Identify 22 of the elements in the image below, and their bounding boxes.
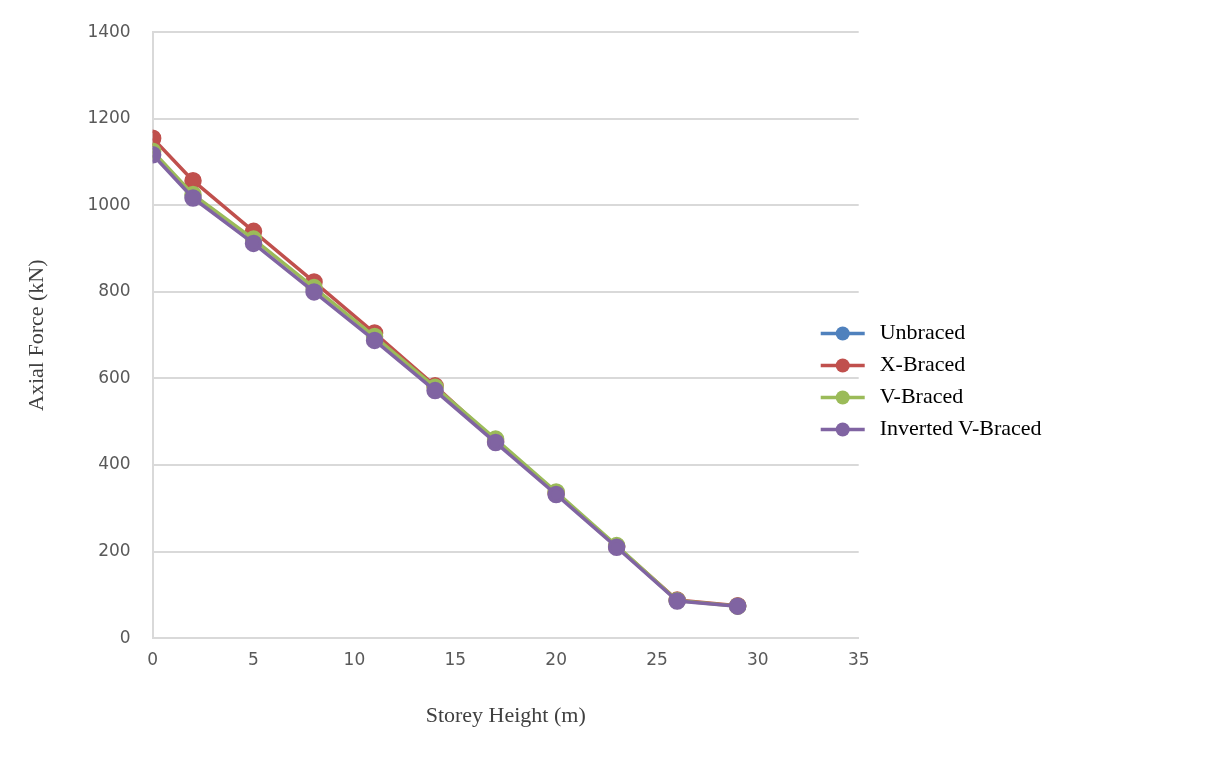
legend-label: Unbraced: [879, 319, 966, 345]
x-tick-label: 15: [444, 648, 467, 669]
x-tick-label: 35: [847, 648, 870, 669]
x-tick-label: 30: [747, 648, 769, 669]
legend-label: Inverted V-Braced: [879, 415, 1042, 441]
y-tick-label: 1000: [87, 193, 131, 214]
y-tick-label: 1200: [87, 107, 131, 128]
y-tick-label: 0: [119, 626, 131, 647]
legend-label: X-Braced: [879, 351, 966, 377]
x-tick-label: 10: [343, 648, 366, 669]
y-tick-label: 800: [98, 280, 131, 301]
x-tick-label: 25: [646, 648, 668, 669]
y-axis-title: Axial Force (kN): [22, 259, 48, 411]
y-tick-label: 600: [98, 366, 131, 387]
y-tick-label: 200: [98, 540, 131, 561]
x-tick-label: 20: [545, 648, 567, 669]
x-tick-label: 5: [248, 648, 259, 669]
x-axis-title: Storey Height (m): [425, 701, 586, 727]
y-tick-label: 400: [98, 453, 131, 474]
y-tick-label: 1400: [87, 20, 131, 41]
legend-label: V-Braced: [879, 383, 964, 409]
x-tick-label: 0: [147, 648, 159, 669]
